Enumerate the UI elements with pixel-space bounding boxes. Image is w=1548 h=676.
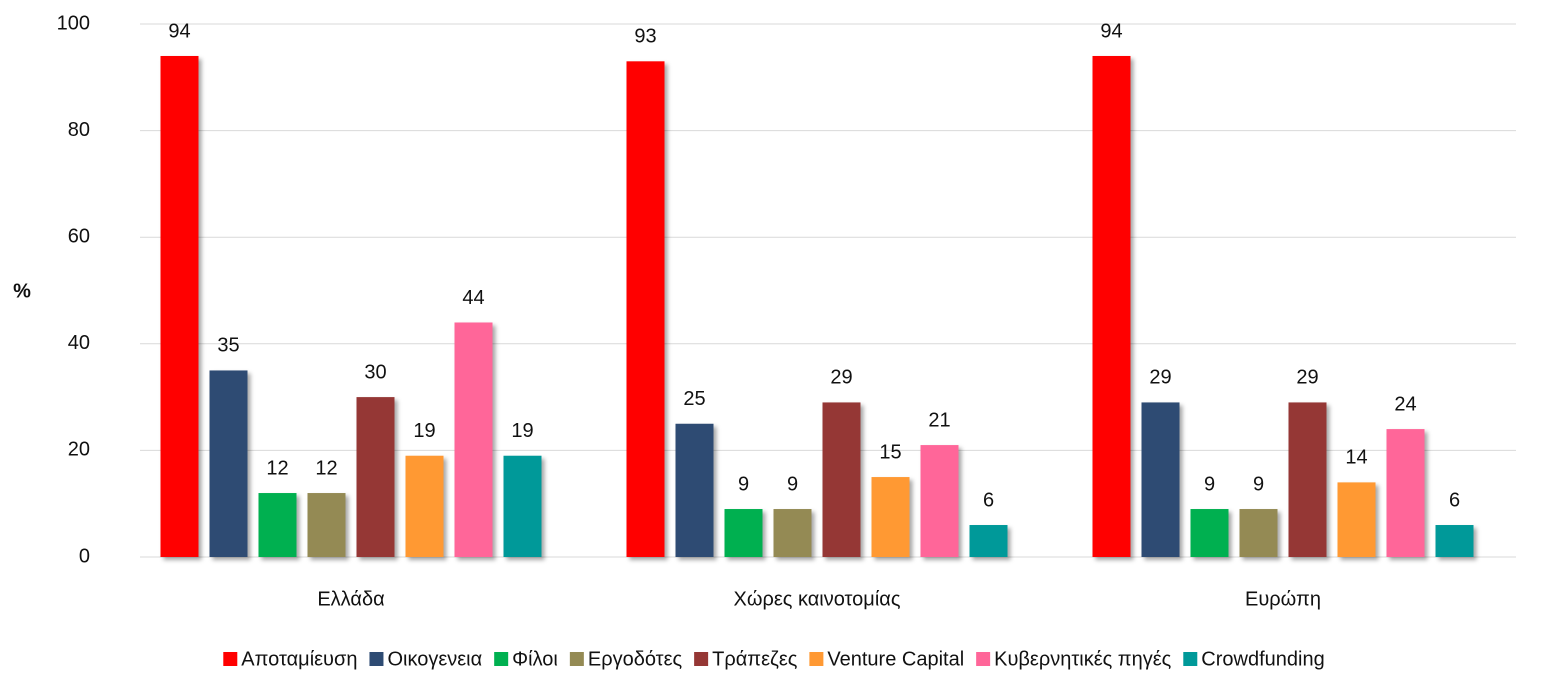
bar — [258, 493, 297, 557]
legend-label: Κυβερνητικές πηγές — [994, 648, 1171, 670]
bar — [1190, 509, 1229, 557]
bar — [1288, 402, 1327, 557]
bar — [160, 55, 199, 557]
bar — [675, 423, 714, 557]
bar — [209, 370, 248, 557]
data-label: 6 — [983, 489, 994, 511]
legend-label: Φίλοι — [512, 648, 558, 670]
data-label: 25 — [683, 388, 705, 410]
data-label: 19 — [511, 420, 533, 442]
legend-label: Οικογενεια — [387, 648, 482, 670]
legend-swatch — [369, 652, 384, 666]
data-label: 29 — [1296, 367, 1318, 389]
legend-swatch — [694, 652, 709, 666]
legend-swatch — [809, 652, 824, 666]
data-label: 6 — [1449, 489, 1460, 511]
x-tick-label: Χώρες καινοτομίας — [734, 588, 901, 610]
data-label: 9 — [787, 473, 798, 495]
legend: Αποταμίευση Οικογενεια Φίλοι Εργοδότες Τράπε… — [223, 648, 1325, 670]
x-tick-label: Ευρώπη — [1245, 588, 1321, 610]
legend-item: Αποταμίευση — [223, 648, 357, 670]
data-label: 35 — [217, 335, 239, 357]
legend-item: Τράπεζες — [694, 648, 798, 670]
y-tick-label: 40 — [68, 332, 90, 354]
data-label: 15 — [879, 441, 901, 463]
data-label: 9 — [738, 473, 749, 495]
bar — [454, 322, 493, 557]
y-axis-label: % — [13, 280, 31, 302]
legend-label: Crowdfunding — [1201, 648, 1324, 670]
legend-item: Κυβερνητικές πηγές — [976, 648, 1172, 670]
legend-item: Crowdfunding — [1183, 648, 1325, 670]
bar — [1092, 55, 1131, 557]
legend-item: Φίλοι — [494, 648, 558, 670]
bar — [307, 493, 346, 557]
legend-item: Οικογενεια — [369, 648, 482, 670]
y-tick-label: 100 — [57, 12, 90, 34]
data-label: 14 — [1345, 447, 1367, 469]
legend-label: Venture Capital — [827, 648, 964, 670]
data-label: 12 — [266, 457, 288, 479]
data-label: 29 — [1149, 367, 1171, 389]
bar — [871, 477, 910, 557]
bar — [969, 525, 1008, 557]
data-label: 30 — [364, 361, 386, 383]
legend-item: Venture Capital — [809, 648, 964, 670]
bar — [773, 509, 812, 557]
data-label: 21 — [928, 409, 950, 431]
y-tick-label: 80 — [68, 119, 90, 141]
data-label: 94 — [168, 20, 190, 42]
bar — [503, 455, 542, 557]
bar — [1239, 509, 1278, 557]
data-label: 29 — [830, 367, 852, 389]
bar — [1435, 525, 1474, 557]
bar — [724, 509, 763, 557]
y-tick-label: 60 — [68, 225, 90, 247]
bar — [1386, 429, 1425, 557]
legend-label: Τράπεζες — [712, 648, 798, 670]
data-label: 19 — [413, 420, 435, 442]
bar — [1337, 482, 1376, 557]
y-tick-label: 0 — [79, 545, 90, 567]
legend-label: Εργοδότες — [588, 648, 683, 670]
data-label: 12 — [315, 457, 337, 479]
bar — [405, 455, 444, 557]
data-label: 24 — [1394, 393, 1416, 415]
y-tick-label: 20 — [68, 439, 90, 461]
data-label: 9 — [1253, 473, 1264, 495]
legend-item: Εργοδότες — [569, 648, 683, 670]
legend-swatch — [569, 652, 584, 666]
bar — [626, 61, 665, 558]
bar — [822, 402, 861, 557]
data-label: 9 — [1204, 473, 1215, 495]
legend-swatch — [976, 652, 991, 666]
x-tick-label: Ελλάδα — [317, 588, 384, 610]
legend-label: Αποταμίευση — [241, 648, 357, 670]
data-label: 94 — [1100, 20, 1122, 42]
data-label: 93 — [634, 26, 656, 48]
legend-swatch — [223, 652, 238, 666]
data-label: 44 — [462, 287, 484, 309]
legend-swatch — [494, 652, 509, 666]
bar — [356, 397, 395, 557]
bar — [920, 445, 959, 557]
bar — [1141, 402, 1180, 557]
legend-swatch — [1183, 652, 1198, 666]
